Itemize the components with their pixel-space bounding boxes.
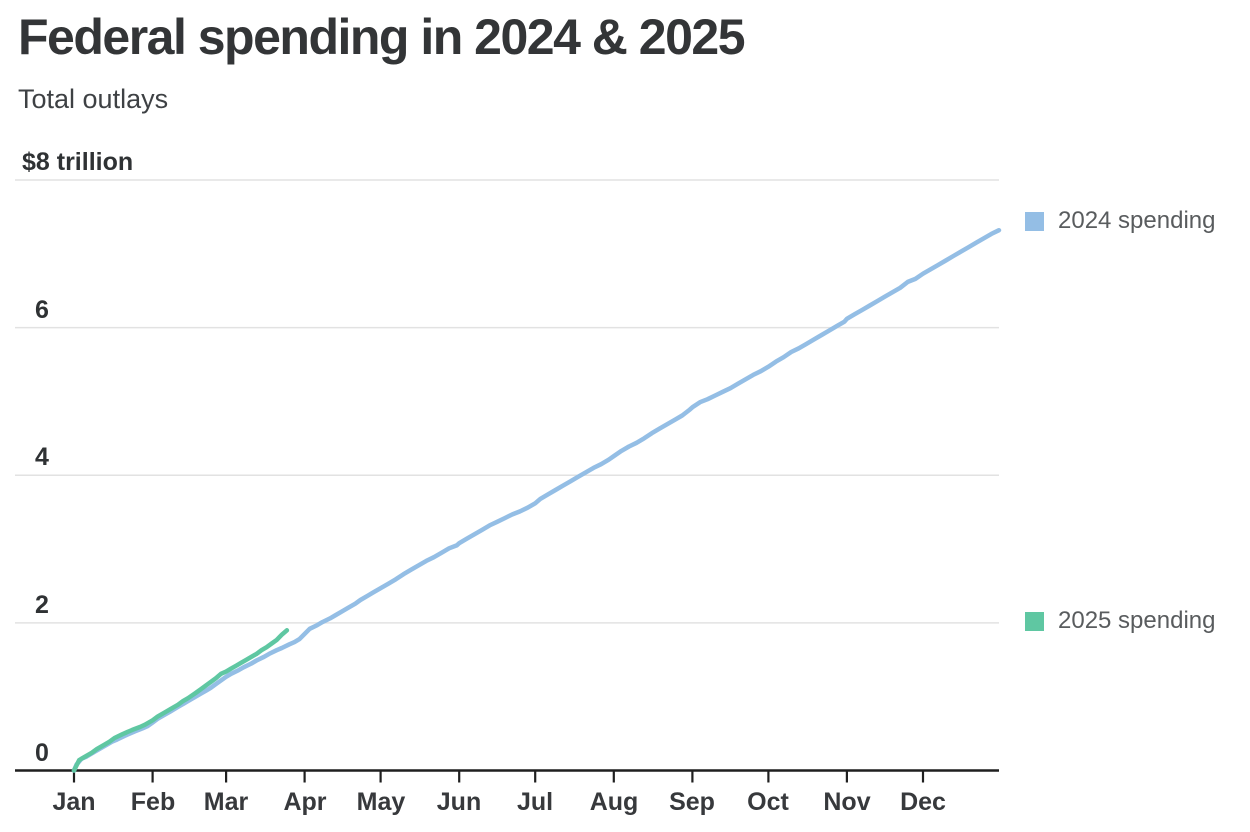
y-tick-label: $8 trillion <box>22 148 134 176</box>
x-tick-label: Jun <box>436 788 482 816</box>
x-tick-label: Dec <box>900 788 946 816</box>
page-title: Federal spending in 2024 & 2025 <box>18 9 746 65</box>
y-tick-label: 6 <box>35 296 49 324</box>
x-tick-label: Sep <box>669 788 715 816</box>
x-tick-label: Feb <box>130 788 176 816</box>
series-line-2025 <box>71 628 290 773</box>
x-tick-label: Aug <box>589 788 639 816</box>
y-tick-label: 0 <box>35 739 49 767</box>
legend-swatch-2024 <box>1025 211 1044 231</box>
legend-swatch-2025 <box>1025 611 1044 631</box>
legend-item: 2024 spending <box>1025 207 1216 234</box>
x-tick-label: Mar <box>203 788 249 816</box>
y-tick-label: 4 <box>35 443 49 471</box>
legend-item: 2025 spending <box>1025 607 1216 634</box>
x-tick-label: Nov <box>823 788 871 816</box>
page-subtitle: Total outlays <box>18 84 169 114</box>
legend-label: 2024 spending <box>1058 207 1216 234</box>
x-tick-label: Apr <box>283 788 327 816</box>
series-line-2024 <box>71 227 1002 773</box>
x-tick-label: Jan <box>52 788 96 816</box>
x-tick-label: Jul <box>516 788 554 816</box>
x-tick-label: May <box>356 788 406 816</box>
y-tick-label: 2 <box>35 591 49 619</box>
x-tick-label: Oct <box>747 788 789 816</box>
legend-label: 2025 spending <box>1058 607 1216 634</box>
